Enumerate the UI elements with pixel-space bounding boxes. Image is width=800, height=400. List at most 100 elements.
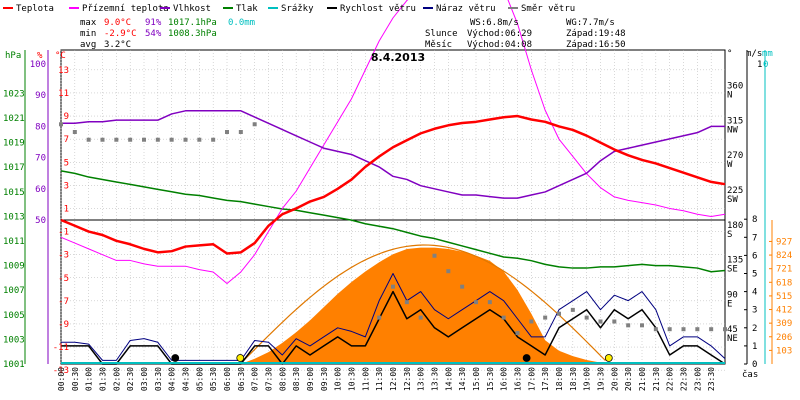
moonset-marker [522,354,531,362]
humidity-tick: 100 [30,60,46,70]
wind-dir-point [155,137,160,142]
pressure-tick: 1019 [3,139,25,149]
series-layer [60,0,726,365]
temperature-tick: 9 [64,112,69,122]
wind-dir-point [667,327,672,332]
series-line-wind_gust [61,273,726,361]
time-tick: 06:00 [223,367,232,391]
temperature-tick: 1 [64,204,69,214]
wind-dir-point [391,284,395,289]
wind-dir-point [446,269,451,274]
pressure-tick: 1021 [3,114,25,124]
legend: Teplota Přízemní teplota Vlhkost Tlak Srážky… [3,4,575,14]
wind-dir-tick: 135 [727,256,743,266]
sun-tick: 412 [776,306,792,316]
sun-tick: 721 [776,265,792,275]
time-tick: 08:30 [292,367,301,391]
chart-title: 8.4.2013 [371,51,425,64]
wind-dir-point [570,307,575,312]
time-tick: 18:30 [569,367,578,391]
wind-dir-point [197,137,202,142]
wind-dir-point [626,323,631,328]
humidity-tick: 50 [35,216,46,226]
wind-dir-tick: 360 [727,82,743,92]
temperature-tick: -1 [58,228,69,238]
wind-dir-point [501,315,506,320]
wind-dir-point [529,319,534,324]
series-line-temperature [60,114,726,255]
wind-dir-letter: NW [727,125,738,135]
time-tick: 12:00 [389,367,398,391]
temperature-tick: -5 [58,274,69,284]
stat-min-label: min [80,29,96,39]
sunrise-text: Východ:06:29 [467,29,532,39]
time-tick: 19:00 [583,367,592,391]
wind-dir-point [584,315,589,320]
time-tick: 06:30 [237,367,246,391]
temperature-tick: -9 [58,320,69,330]
temperature-tick: 5 [64,158,69,168]
moonrise-text: Východ:04:08 [467,40,532,50]
wind-dir-tick: 90 [727,290,738,300]
wind-direction-layer [59,122,727,336]
stat-min-press: 1008.3hPa [168,29,217,39]
series-line-humidity [61,110,725,199]
time-tick: 20:30 [624,367,633,391]
legend-label-pressure: Tlak [236,4,258,14]
sun-label: Slunce [425,29,458,39]
time-tick: 15:30 [486,367,495,391]
sun-tick: 103 [776,346,792,356]
stat-max-hum: 91% [145,18,162,28]
wind-dir-letter: SE [727,265,738,275]
wind-dir-letter: S [727,230,732,240]
time-tick: 03:30 [154,367,163,391]
temperature-tick: -11 [53,343,69,353]
series-line-pressure [60,170,726,273]
time-tick: 22:00 [666,367,675,391]
humidity-tick: 90 [35,91,46,101]
wind-dir-point [183,137,188,142]
humidity-tick: 70 [35,154,46,164]
wind-dir-tick: 225 [727,186,743,196]
wind-dir-point [59,122,63,127]
time-tick: 11:00 [361,367,370,391]
time-tick: 17:00 [527,367,536,391]
time-tick: 16:30 [514,367,523,391]
moon-label: Měsíc [425,40,452,50]
sun-tick: 206 [776,333,792,343]
time-tick: 17:30 [541,367,550,391]
time-tick: 01:00 [85,367,94,391]
sunset-text: Západ:19:48 [566,29,626,39]
time-axis-label: čas [742,369,758,380]
wind-speed-tick: 5 [752,270,757,280]
wind-ws-text: WS:6.8m/s [470,18,519,28]
pressure-tick: 1011 [3,237,25,247]
wind-dir-point [142,137,146,142]
wind-dir-point [128,137,133,142]
wind-dir-point [487,300,492,305]
time-tick: 11:30 [375,367,384,391]
sun-tick: 824 [776,251,792,261]
time-tick: 04:30 [182,367,191,391]
humidity-tick: 80 [35,122,46,132]
legend-label-wind_speed: Rychlost větru [340,4,416,14]
time-tick: 00:30 [71,367,80,391]
time-tick: 08:00 [278,367,287,391]
solar-theoretical-curve [239,244,606,365]
time-tick: 13:00 [417,367,426,391]
wind-dir-tick: 270 [727,151,743,161]
wind-speed-tick: 3 [752,306,757,316]
wind-dir-point [404,300,409,305]
wind-dir-point [723,327,727,332]
stat-min-hum: 54% [145,29,162,39]
wind-dir-point [695,327,700,332]
time-tick: 14:30 [458,367,467,391]
wind-dir-point [252,122,257,127]
wind-dir-point [418,315,423,320]
moonset-text: Západ:16:50 [566,40,626,50]
temperature-tick: -13 [53,366,69,376]
wind-dir-letter: SW [727,195,738,205]
wind-dir-point [598,319,603,324]
wind-dir-point [86,137,91,142]
moonrise-marker [171,354,180,362]
